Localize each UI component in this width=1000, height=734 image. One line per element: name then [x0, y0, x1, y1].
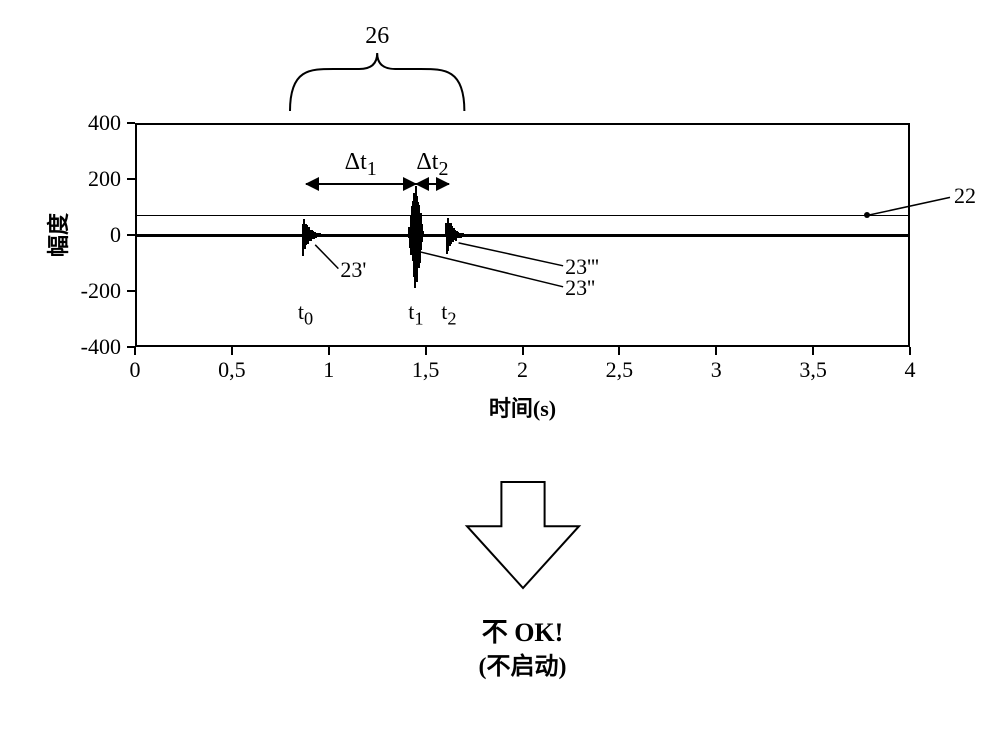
- threshold-line: [135, 215, 910, 216]
- time-marker: t1: [408, 299, 423, 329]
- leader-22-dot: [864, 212, 870, 218]
- time-marker: t2: [441, 299, 456, 329]
- x-tick: [522, 347, 524, 355]
- result-line-2: (不启动): [479, 646, 567, 681]
- x-tick-label: 4: [905, 357, 916, 383]
- x-tick: [425, 347, 427, 355]
- result-line-1: 不 OK!: [482, 612, 564, 649]
- interval-label: Δt2: [416, 149, 448, 181]
- interval-arrow: [416, 183, 449, 185]
- y-tick: [127, 234, 135, 236]
- x-tick: [715, 347, 717, 355]
- y-tick-label: -200: [81, 278, 121, 304]
- y-tick: [127, 346, 135, 348]
- chart: 00,511,522,533,54-400-2000200400Δt1Δt2t0…: [135, 123, 910, 347]
- x-tick-label: 2,5: [606, 357, 634, 383]
- x-tick: [812, 347, 814, 355]
- callout-22: 22: [954, 183, 976, 209]
- x-tick: [134, 347, 136, 355]
- figure: 26 0 0,5 1 1,5 2 2,5 3 3,5 4 -400 -200 0 200 400 Δt1 Δt…: [20, 20, 1000, 714]
- y-tick: [127, 178, 135, 180]
- x-tick-label: 1: [323, 357, 334, 383]
- callout-26: 26: [365, 23, 389, 50]
- x-axis-label: 时间(s): [489, 391, 556, 423]
- x-tick: [618, 347, 620, 355]
- x-tick-label: 0,5: [218, 357, 246, 383]
- x-tick: [231, 347, 233, 355]
- y-tick: [127, 290, 135, 292]
- x-tick-label: 1,5: [412, 357, 440, 383]
- y-tick-label: 200: [88, 166, 121, 192]
- interval-arrow: [306, 183, 416, 185]
- y-tick-label: -400: [81, 334, 121, 360]
- x-tick-label: 2: [517, 357, 528, 383]
- zero-line: [135, 234, 910, 237]
- interval-label: Δt1: [345, 149, 377, 181]
- burst-label: 23': [340, 257, 366, 283]
- burst-label: 23''': [565, 254, 599, 280]
- signal-burst: [423, 235, 425, 237]
- y-tick-label: 400: [88, 110, 121, 136]
- y-tick-label: 0: [110, 222, 121, 248]
- x-tick: [909, 347, 911, 355]
- big-down-arrow: [463, 480, 583, 590]
- x-tick-label: 3,5: [799, 357, 827, 383]
- signal-burst: [321, 235, 323, 237]
- y-axis-label: 幅度: [41, 213, 73, 257]
- x-tick-label: 0: [130, 357, 141, 383]
- x-tick-label: 3: [711, 357, 722, 383]
- y-tick: [127, 122, 135, 124]
- time-marker: t0: [298, 299, 313, 329]
- x-tick: [328, 347, 330, 355]
- signal-burst: [464, 235, 466, 237]
